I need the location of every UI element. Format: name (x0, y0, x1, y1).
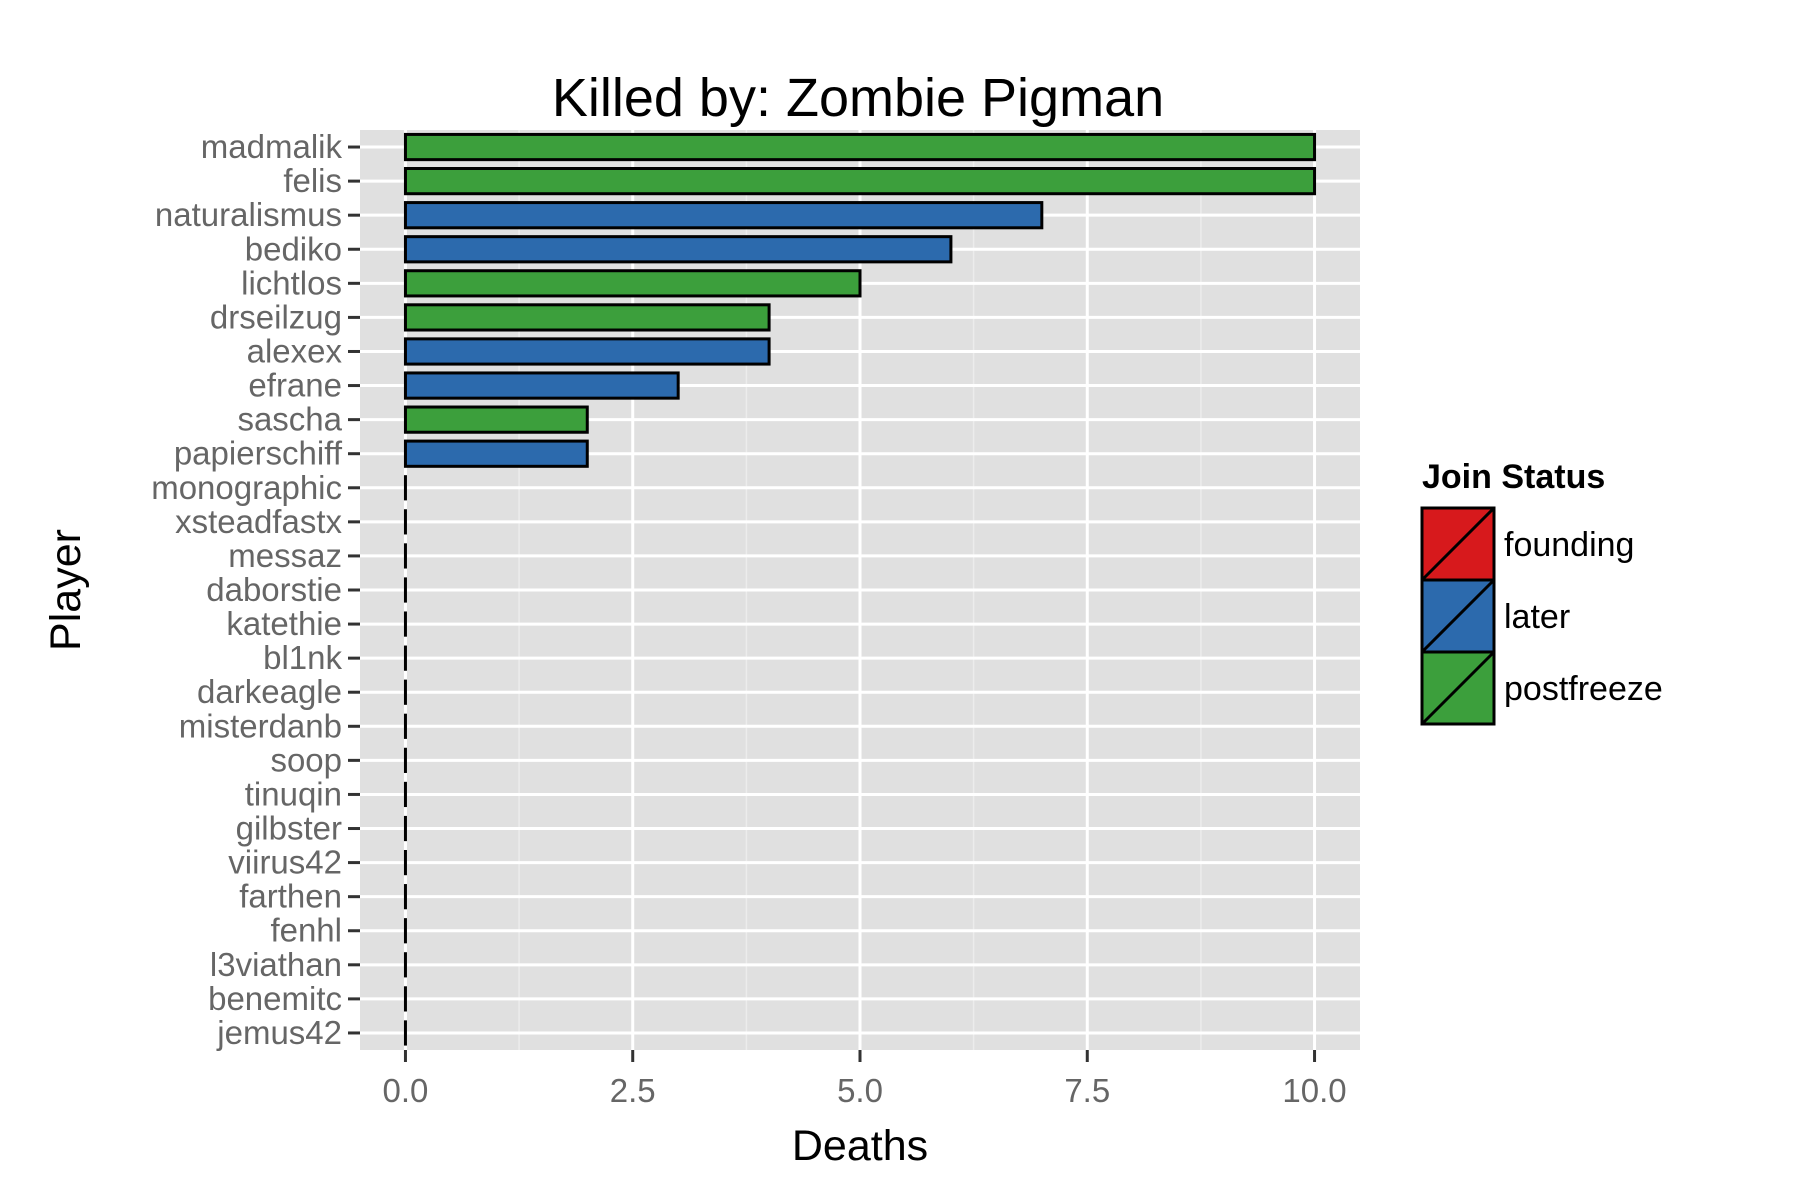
legend-swatch-diagonal (1420, 578, 1496, 654)
y-tick-label: papierschiff (174, 435, 343, 472)
x-tick-label: 10.0 (1282, 1072, 1346, 1109)
y-tick-label: viirus42 (228, 844, 342, 881)
y-axis-title: Player (42, 529, 90, 651)
legend-item-later: later (1420, 578, 1570, 654)
y-tick-label: sascha (237, 401, 342, 438)
y-tick-label: soop (270, 741, 342, 778)
y-tick-label: misterdanb (179, 707, 342, 744)
y-tick-label: efrane (248, 367, 342, 404)
bar-sascha (403, 405, 589, 434)
bar-efrane (403, 371, 680, 400)
legend-swatch-diagonal (1420, 650, 1496, 726)
legend-swatch-diagonal (1420, 506, 1496, 582)
bar-bediko (403, 235, 953, 264)
x-tick-label: 2.5 (610, 1072, 656, 1109)
x-axis: 0.0 2.5 5.0 7.5 10.0 (383, 1050, 1347, 1109)
bar-layer (403, 132, 1317, 1046)
y-tick-label: lichtlos (241, 264, 342, 301)
legend-label: later (1504, 598, 1570, 636)
y-tick-label: alexex (247, 332, 343, 369)
y-tick-label: daborstie (206, 571, 342, 608)
y-tick-label: naturalismus (155, 196, 342, 233)
bar-alexex (403, 337, 771, 366)
y-tick-label: madmalik (201, 128, 343, 165)
bar-papierschiff (403, 439, 589, 468)
y-axis: madmalikfelisnaturalismusbedikolichtlosd… (151, 128, 360, 1051)
legend-title: Join Status (1422, 458, 1605, 496)
y-tick-label: fenhl (270, 912, 342, 949)
bar-madmalik (403, 132, 1317, 162)
y-tick-label: benemitc (208, 980, 342, 1017)
y-tick-label: darkeagle (197, 673, 342, 710)
legend-label: postfreeze (1504, 670, 1663, 708)
y-tick-label: drseilzug (210, 298, 342, 335)
y-tick-label: tinuqin (245, 775, 342, 812)
bar-lichtlos (403, 269, 862, 298)
x-tick-label: 0.0 (383, 1072, 429, 1109)
x-tick-label: 7.5 (1064, 1072, 1110, 1109)
y-tick-label: katethie (226, 605, 342, 642)
y-tick-label: messaz (228, 537, 342, 574)
legend-item-postfreeze: postfreeze (1420, 650, 1663, 726)
x-tick-label: 5.0 (837, 1072, 883, 1109)
x-axis-title: Deaths (792, 1122, 928, 1170)
y-tick-label: xsteadfastx (175, 503, 342, 540)
y-tick-label: monographic (151, 469, 342, 506)
legend-label: founding (1504, 526, 1634, 564)
legend: Join Status founding later postfreeze (1420, 458, 1663, 726)
bar-naturalismus (403, 201, 1044, 230)
y-tick-label: bediko (245, 230, 342, 267)
legend-item-founding: founding (1420, 506, 1634, 582)
y-tick-label: bl1nk (263, 639, 342, 676)
bar-drseilzug (403, 303, 771, 332)
chart-title: Killed by: Zombie Pigman (552, 68, 1164, 128)
y-tick-label: felis (283, 162, 342, 199)
y-tick-label: gilbster (236, 810, 342, 847)
y-tick-label: jemus42 (216, 1014, 342, 1051)
y-tick-label: farthen (239, 878, 342, 915)
y-tick-label: l3viathan (210, 946, 342, 983)
bar-felis (403, 167, 1317, 196)
